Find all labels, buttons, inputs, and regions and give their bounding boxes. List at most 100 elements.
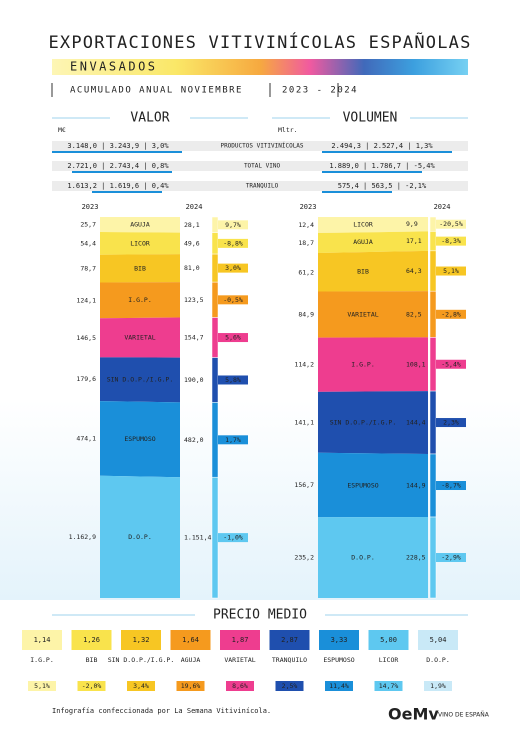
summary-accent [92, 191, 162, 193]
bar-2024 [211, 253, 219, 283]
flow-segment [318, 452, 428, 518]
change-label: -0,5% [223, 296, 243, 304]
year-header: 2024 [434, 203, 451, 211]
change-label: 5,6% [225, 334, 241, 342]
price-change-tag [374, 681, 403, 691]
value-2023: 156,7 [294, 481, 314, 489]
band-label: ENVASADOS [70, 60, 158, 74]
bar-2024 [211, 281, 219, 318]
summary-accent [52, 151, 182, 153]
category-label: I.G.P. [128, 296, 151, 304]
change-label: -8,3% [441, 237, 461, 245]
value-2024: 49,6 [184, 239, 200, 247]
value-2024: 9,9 [406, 220, 418, 228]
price-category: D.O.P. [426, 656, 449, 664]
category-label: ESPUMOSO [124, 435, 155, 443]
value-2023: 78,7 [80, 265, 96, 273]
value-2023: 179,6 [76, 375, 96, 383]
flow-segment [100, 282, 180, 319]
flow-segment [318, 217, 428, 233]
section-title: PRECIO MEDIO [213, 608, 307, 623]
summary-row [52, 181, 468, 191]
category-label: BIB [134, 264, 146, 272]
summary-volumen: 575,4 | 563,5 | -2,1% [338, 182, 427, 190]
bar-2024 [211, 232, 219, 255]
flow-segment [100, 317, 180, 358]
bar-2024 [429, 231, 437, 252]
change-label: 5,8% [225, 376, 241, 384]
change-tag [436, 418, 466, 428]
value-2023: 141,1 [294, 418, 314, 426]
price-box [418, 630, 458, 650]
price-value: 1,26 [83, 636, 100, 644]
change-label: 9,7% [225, 221, 241, 229]
summary-valor: 1.613,2 | 1.619,6 | 0,4% [67, 182, 169, 190]
category-label: LICOR [130, 239, 150, 247]
change-tag [218, 375, 248, 385]
summary-valor: 2.721,0 | 2.743,4 | 0,8% [67, 162, 169, 170]
price-change: -2,0% [82, 682, 102, 690]
flow-segment [100, 475, 180, 598]
price-value: 1,87 [232, 636, 249, 644]
change-tag [436, 553, 466, 563]
change-tag [218, 295, 248, 305]
category-label: SIN D.O.P./I.G.P. [330, 418, 397, 426]
change-label: -1,0% [223, 534, 243, 542]
change-tag [218, 220, 248, 230]
summary-label: TRANQUILO [246, 183, 279, 190]
change-tag [218, 238, 248, 248]
category-label: BIB [357, 268, 369, 276]
price-category: VARIETAL [224, 656, 255, 664]
value-2023: 18,7 [298, 239, 314, 247]
bar-2024 [211, 476, 219, 599]
bar-2024 [429, 390, 437, 455]
change-tag [436, 309, 466, 319]
title: EXPORTACIONES VITIVINÍCOLAS ESPAÑOLAS [48, 31, 471, 53]
price-category: TRANQUILO [272, 656, 307, 664]
logo: VINO DE ESPAÑA [438, 712, 490, 719]
price-category: BIB [86, 656, 98, 664]
price-change: 11,4% [329, 682, 349, 690]
bar-2024 [211, 317, 219, 358]
change-label: -5,4% [441, 360, 461, 368]
price-category: SIN D.O.P./I.G.P. [108, 656, 175, 664]
summary-volumen: 1.889,0 | 1.786,7 | -5,4% [329, 162, 435, 170]
price-value: 1,14 [34, 636, 51, 644]
category-label: D.O.P. [128, 533, 151, 541]
logo: OeMv [388, 705, 439, 724]
footer: Infografía confeccionada por La Semana V… [52, 707, 271, 715]
category-label: VARIETAL [124, 334, 155, 342]
price-change-tag [176, 681, 205, 691]
value-2024: 190,0 [184, 376, 204, 384]
change-label: 1,7% [225, 436, 241, 444]
bar-2024 [429, 453, 437, 518]
flow-segment [318, 337, 428, 392]
value-2024: 1.151,4 [184, 534, 211, 542]
value-2024: 228,5 [406, 554, 426, 562]
price-value: 2,87 [281, 636, 298, 644]
change-label: -8,7% [441, 482, 461, 490]
price-change: 19,6% [181, 682, 201, 690]
price-change-tag [275, 681, 304, 691]
price-box [121, 630, 161, 650]
price-box [170, 630, 211, 650]
flow-segment [318, 231, 428, 254]
change-tag [218, 533, 248, 543]
value-2024: 81,0 [184, 264, 200, 272]
category-label: ESPUMOSO [347, 481, 378, 489]
change-tag [436, 236, 466, 246]
price-value: 1,32 [133, 636, 150, 644]
unit: Mltr. [278, 126, 298, 134]
price-box [220, 630, 260, 650]
bar-2024 [429, 216, 437, 232]
change-label: -20,5% [439, 220, 463, 228]
price-change-tag [325, 681, 353, 691]
flow-segment [100, 401, 180, 478]
value-2023: 114,2 [294, 361, 314, 369]
summary-accent [322, 171, 422, 173]
unit: M€ [58, 126, 66, 134]
change-tag [436, 359, 466, 369]
price-category: LICOR [379, 656, 399, 664]
change-tag [436, 219, 466, 229]
